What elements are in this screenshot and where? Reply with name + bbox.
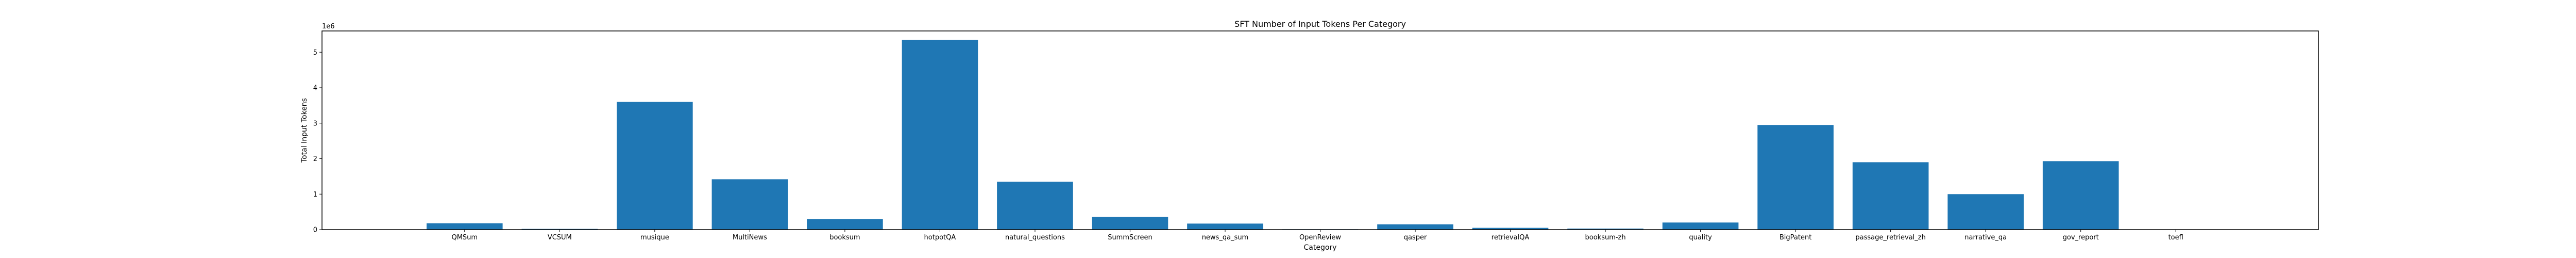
bar: [1187, 223, 1263, 230]
y-tick-label: 2: [313, 155, 317, 163]
x-tick-label: quality: [1689, 234, 1712, 241]
bar: [1092, 217, 1168, 230]
y-tick-label: 0: [313, 227, 317, 234]
bar: [1377, 224, 1453, 230]
bar: [711, 179, 788, 230]
x-tick-label: booksum-zh: [1585, 234, 1626, 241]
bars-group: [426, 40, 2119, 230]
chart-title: SFT Number of Input Tokens Per Category: [1234, 19, 1406, 29]
x-tick-label: BigPatent: [1780, 234, 1811, 241]
y-axis-offset-label: 1e6: [322, 23, 335, 30]
y-tick-label: 1: [313, 191, 317, 199]
x-tick-label: booksum: [829, 234, 860, 241]
x-axis-ticks: QMSum VCSUM musique MultiNews booksum hotpotQ…: [451, 230, 2183, 241]
x-tick-label: hotpotQA: [924, 234, 956, 241]
x-tick-label: gov_report: [2063, 234, 2099, 241]
x-tick-label: news_qa_sum: [1202, 234, 1249, 241]
y-axis-ticks: 0 1 2 3 4 5: [313, 49, 322, 234]
bar: [807, 219, 883, 230]
bar: [426, 223, 503, 230]
bar: [1757, 125, 1834, 230]
x-tick-label: musique: [640, 234, 669, 241]
bar: [1852, 162, 1929, 230]
x-axis-label: Category: [1304, 244, 1337, 252]
x-tick-label: toefl: [2168, 234, 2183, 241]
bar: [617, 102, 693, 230]
x-tick-label: narrative_qa: [1964, 234, 2007, 241]
bar: [1472, 228, 1549, 230]
x-tick-label: SummScreen: [1108, 234, 1153, 241]
x-tick-label: qasper: [1404, 234, 1427, 241]
bar: [1947, 194, 2024, 230]
bar: [2042, 161, 2119, 230]
y-axis-label: Total Input Tokens: [300, 98, 309, 163]
bar: [997, 182, 1073, 230]
x-tick-label: passage_retrieval_zh: [1855, 234, 1925, 241]
x-tick-label: retrievalQA: [1492, 234, 1530, 241]
y-tick-label: 5: [313, 49, 317, 57]
x-tick-label: OpenReview: [1299, 234, 1341, 241]
x-tick-label: MultiNews: [733, 234, 767, 241]
bar: [902, 40, 978, 230]
y-tick-label: 4: [313, 85, 317, 92]
x-tick-label: VCSUM: [548, 234, 572, 241]
y-tick-label: 3: [313, 120, 317, 127]
bar: [1567, 228, 1643, 230]
x-tick-label: natural_questions: [1005, 234, 1065, 241]
x-tick-label: QMSum: [451, 234, 478, 241]
plot-frame: [321, 30, 2319, 230]
bar: [1662, 222, 1739, 230]
